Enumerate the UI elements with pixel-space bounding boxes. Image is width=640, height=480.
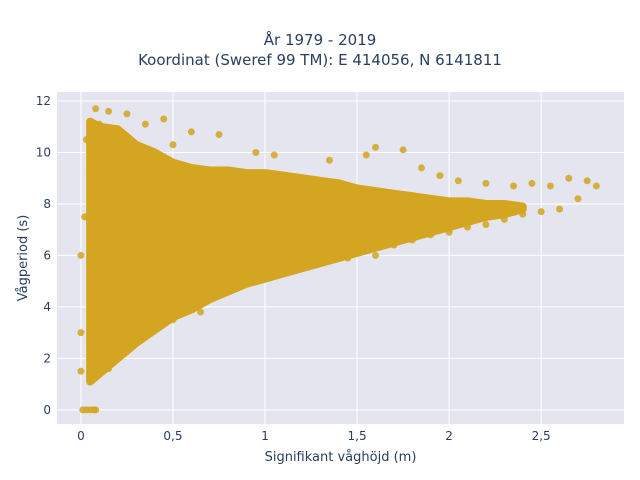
scatter-point bbox=[565, 174, 573, 182]
scatter-point bbox=[418, 164, 425, 172]
scatter-point bbox=[362, 151, 370, 159]
chart-title-line-2: Koordinat (Sweref 99 TM): E 414056, N 61… bbox=[138, 51, 502, 69]
scatter-point bbox=[454, 177, 462, 185]
scatter-point bbox=[81, 213, 89, 221]
scatter-point bbox=[105, 107, 113, 115]
scatter-point bbox=[252, 148, 260, 156]
scatter-point bbox=[187, 128, 195, 136]
scatter-point bbox=[86, 169, 94, 177]
x-tick-label: 0 bbox=[77, 429, 85, 443]
x-tick-label: 2 bbox=[445, 429, 453, 443]
scatter-point bbox=[583, 177, 591, 185]
y-tick-label: 4 bbox=[43, 300, 51, 314]
scatter-point bbox=[197, 308, 205, 316]
scatter-point bbox=[141, 120, 149, 128]
scatter-point bbox=[123, 344, 131, 352]
scatter-point bbox=[95, 120, 103, 128]
y-tick-label: 8 bbox=[43, 197, 51, 211]
x-tick-label: 1 bbox=[261, 429, 269, 443]
scatter-point bbox=[270, 151, 278, 159]
data-points bbox=[77, 105, 600, 414]
scatter-point bbox=[77, 367, 85, 375]
scatter-point bbox=[436, 172, 444, 180]
scatter-point bbox=[169, 141, 177, 149]
scatter-point bbox=[77, 251, 85, 259]
scatter-point bbox=[500, 215, 508, 223]
scatter-point bbox=[371, 143, 379, 151]
scatter-point bbox=[123, 110, 131, 118]
scatter-point bbox=[77, 329, 85, 337]
scatter-point bbox=[92, 406, 100, 414]
x-axis-title: Signifikant våghöjd (m) bbox=[265, 450, 417, 465]
scatter-point bbox=[482, 179, 490, 187]
scatter-point bbox=[519, 210, 527, 218]
x-tick-label: 1,5 bbox=[348, 429, 367, 443]
scatter-point bbox=[261, 272, 269, 280]
scatter-point bbox=[215, 130, 223, 138]
scatter-point bbox=[427, 231, 435, 239]
scatter-point bbox=[445, 228, 453, 236]
scatter-point bbox=[592, 182, 600, 190]
scatter-point bbox=[82, 136, 90, 144]
scatter-point bbox=[482, 221, 490, 229]
y-tick-label: 6 bbox=[43, 248, 51, 262]
scatter-point bbox=[86, 375, 94, 383]
scatter-point bbox=[160, 115, 168, 123]
scatter-point bbox=[537, 208, 545, 216]
scatter-point bbox=[408, 236, 416, 244]
dense-point-cloud bbox=[86, 117, 527, 386]
scatter-point bbox=[371, 251, 379, 259]
x-axis-ticks: 0 0,5 1 1,5 2 2,5 bbox=[77, 429, 551, 443]
y-axis-ticks: 0 2 4 6 8 10 12 bbox=[36, 94, 51, 417]
scatter-point bbox=[510, 182, 518, 190]
scatter-point bbox=[464, 223, 472, 231]
scatter-point bbox=[556, 205, 564, 213]
scatter-point bbox=[325, 156, 333, 164]
y-axis-title: Vågperiod (s) bbox=[16, 215, 31, 302]
y-tick-label: 10 bbox=[36, 145, 51, 159]
scatter-point bbox=[224, 282, 232, 290]
x-tick-label: 0,5 bbox=[163, 429, 182, 443]
x-tick-label: 2,5 bbox=[532, 429, 551, 443]
scatter-point bbox=[399, 146, 407, 154]
scatter-point bbox=[92, 105, 100, 113]
scatter-point bbox=[390, 241, 398, 249]
scatter-point bbox=[147, 329, 155, 337]
y-tick-label: 0 bbox=[43, 403, 51, 417]
scatter-point bbox=[316, 259, 324, 267]
scatter-point bbox=[105, 365, 113, 373]
y-tick-label: 12 bbox=[36, 94, 51, 108]
scatter-point bbox=[344, 254, 352, 262]
scatter-point bbox=[528, 179, 536, 187]
scatter-point bbox=[289, 264, 297, 272]
scatter-point bbox=[574, 195, 582, 203]
chart-title-line-1: År 1979 - 2019 bbox=[263, 31, 377, 49]
y-tick-label: 2 bbox=[43, 351, 51, 365]
scatter-point bbox=[169, 316, 177, 324]
scatter-point bbox=[546, 182, 554, 190]
